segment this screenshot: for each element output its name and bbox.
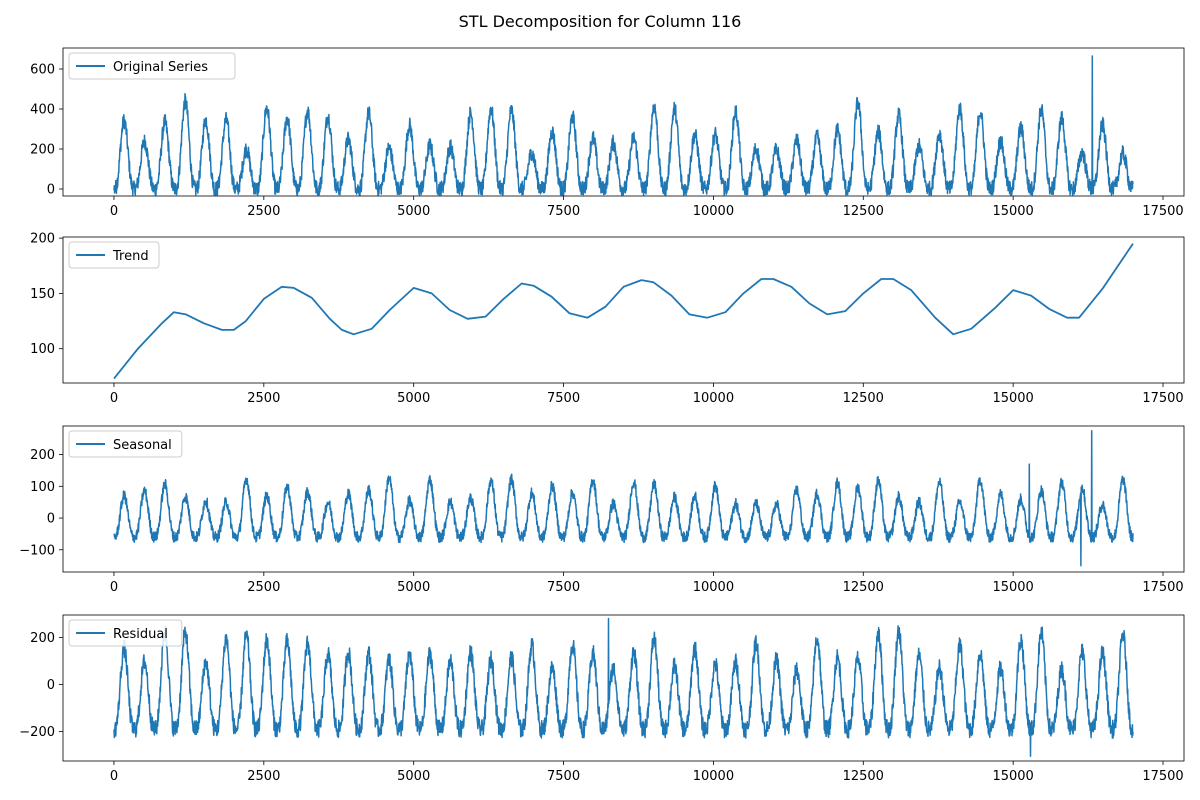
y-tick-label: 600 <box>30 63 55 78</box>
residual-line <box>113 617 1134 758</box>
x-tick-label: 2500 <box>247 204 280 219</box>
x-tick-label: 10000 <box>693 204 734 219</box>
panel-trend: 0 2500 5000 7500 10000 12500 15000 17500 100 150 2… <box>30 232 1185 406</box>
y-tick-label: 400 <box>30 103 55 118</box>
x-tick-label: 2500 <box>247 391 280 406</box>
y-tick-label: 0 <box>47 512 55 527</box>
x-tick-label: 2500 <box>247 580 280 595</box>
y-tick-label: 100 <box>30 342 55 357</box>
legend-label: Original Series <box>113 60 208 75</box>
x-tick-label: 17500 <box>1142 769 1183 784</box>
x-tick-label: 10000 <box>693 391 734 406</box>
x-tick-label: 5000 <box>397 580 430 595</box>
x-tick-label: 0 <box>110 391 118 406</box>
residual-axes-frame <box>62 614 1185 762</box>
y-tick-label: 200 <box>30 448 55 463</box>
x-tick-label: 12500 <box>843 204 884 219</box>
original-series-line <box>113 55 1134 196</box>
x-tick-label: 17500 <box>1142 391 1183 406</box>
original-series-axes-frame <box>62 47 1185 197</box>
legend-label: Trend <box>112 249 149 264</box>
y-tick-label: 0 <box>47 183 55 198</box>
legend-box <box>68 619 183 647</box>
seasonal-line <box>113 430 1134 567</box>
panel-original-series: 0 2500 5000 7500 10000 12500 15000 17500 0 200 400… <box>30 47 1185 219</box>
original-series-legend: Original Series <box>68 52 236 80</box>
residual-legend: Residual <box>68 619 183 647</box>
x-tick-label: 5000 <box>397 391 430 406</box>
y-tick-label: 150 <box>30 287 55 302</box>
x-tick-label: 12500 <box>843 580 884 595</box>
x-tick-label: 2500 <box>247 769 280 784</box>
x-tick-label: 7500 <box>547 391 580 406</box>
x-tick-label: 15000 <box>992 580 1033 595</box>
x-tick-label: 17500 <box>1142 204 1183 219</box>
legend-label: Residual <box>113 627 168 642</box>
x-tick-label: 7500 <box>547 769 580 784</box>
x-tick-label: 15000 <box>992 769 1033 784</box>
x-tick-label: 5000 <box>397 204 430 219</box>
legend-box <box>68 430 183 458</box>
seasonal-legend: Seasonal <box>68 430 183 458</box>
x-tick-label: 15000 <box>992 391 1033 406</box>
x-tick-label: 10000 <box>693 580 734 595</box>
panel-seasonal: 0 2500 5000 7500 10000 12500 15000 17500 −100 0 10… <box>19 425 1185 595</box>
legend-box <box>68 52 236 80</box>
legend-box <box>68 241 160 269</box>
y-tick-label: 0 <box>47 678 55 693</box>
y-tick-label: 100 <box>30 480 55 495</box>
x-tick-label: 5000 <box>397 769 430 784</box>
x-tick-label: 0 <box>110 204 118 219</box>
x-tick-label: 7500 <box>547 204 580 219</box>
trend-legend: Trend <box>68 241 160 269</box>
x-tick-label: 12500 <box>843 391 884 406</box>
panel-residual: 0 2500 5000 7500 10000 12500 15000 17500 −200 0 20… <box>19 614 1185 784</box>
x-tick-label: 10000 <box>693 769 734 784</box>
y-tick-label: −100 <box>19 543 55 558</box>
x-tick-label: 0 <box>110 580 118 595</box>
x-tick-label: 17500 <box>1142 580 1183 595</box>
trend-line <box>113 243 1134 380</box>
y-tick-label: 200 <box>30 631 55 646</box>
y-tick-label: 200 <box>30 143 55 158</box>
x-tick-label: 0 <box>110 769 118 784</box>
y-tick-label: −200 <box>19 725 55 740</box>
figure-title: STL Decomposition for Column 116 <box>458 12 742 31</box>
x-tick-label: 12500 <box>843 769 884 784</box>
x-tick-label: 15000 <box>992 204 1033 219</box>
legend-label: Seasonal <box>113 438 172 453</box>
y-tick-label: 200 <box>30 232 55 247</box>
seasonal-axes-frame <box>62 425 1185 573</box>
x-tick-label: 7500 <box>547 580 580 595</box>
trend-axes-frame <box>62 236 1185 384</box>
